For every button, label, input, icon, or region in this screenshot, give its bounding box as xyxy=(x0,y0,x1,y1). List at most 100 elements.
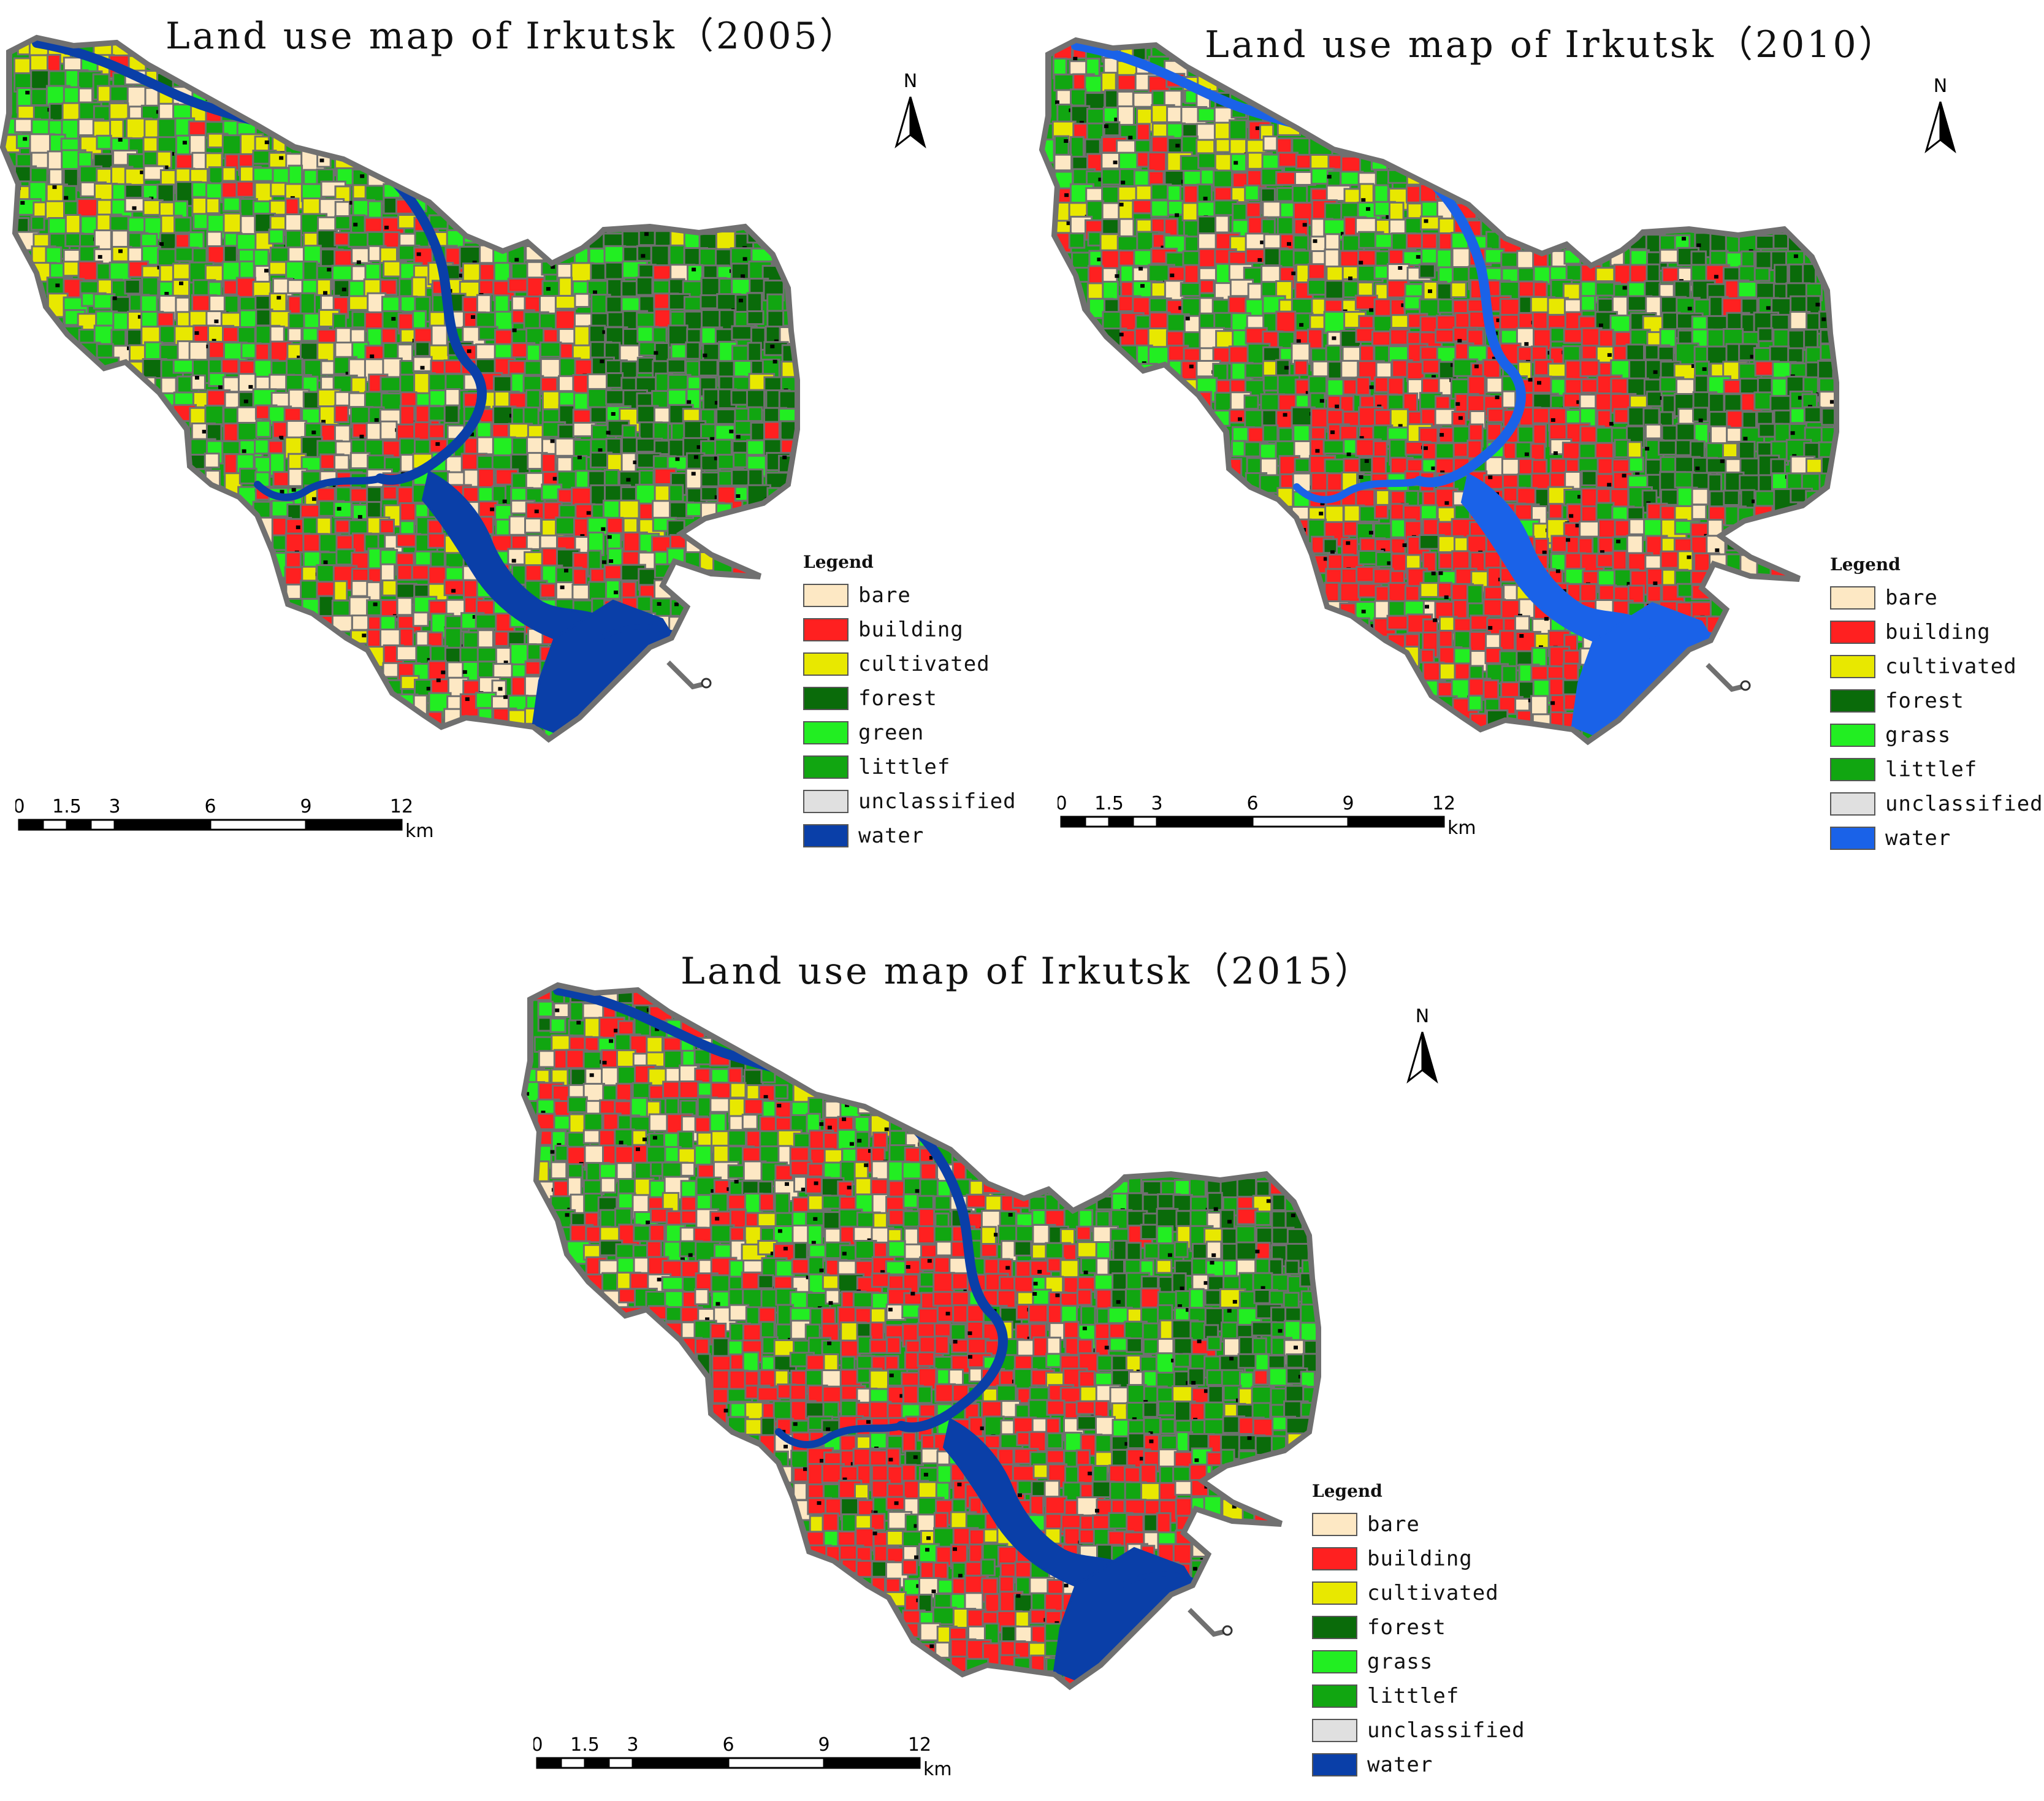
legend-item: bare xyxy=(803,578,1016,613)
legend-label: building xyxy=(858,618,964,642)
scale-segment xyxy=(1084,816,1110,828)
river xyxy=(32,38,487,485)
svg-text:N: N xyxy=(904,71,917,92)
legend-swatch xyxy=(803,652,848,676)
legend-label: bare xyxy=(1367,1512,1420,1537)
scale-segment xyxy=(1108,816,1134,828)
scale-segment xyxy=(113,819,212,831)
legend-item: green xyxy=(803,716,1016,750)
scale-tick-label: 1.5 xyxy=(52,796,82,817)
north-arrow-icon: N xyxy=(1924,75,1956,154)
legend: Legend bare building cultivated forest grass… xyxy=(1312,1481,1525,1782)
legend-label: littlef xyxy=(1885,757,1978,782)
legend-item: bare xyxy=(1312,1507,1525,1542)
legend-swatch xyxy=(1830,689,1875,713)
scale-tick-label: 6 xyxy=(1246,793,1258,814)
legend-swatch xyxy=(1830,724,1875,747)
scale-segment xyxy=(1060,816,1086,828)
scale-tick-label: 1.5 xyxy=(1094,793,1124,814)
land-use-map xyxy=(0,34,800,743)
scale-bar: 0 1.5 3 6 9 12 km xyxy=(15,796,434,842)
scale-tick-label: 9 xyxy=(818,1734,829,1756)
legend-label: littlef xyxy=(858,755,951,779)
map-title: Land use map of Irkutsk（2005） xyxy=(166,15,859,58)
legend-swatch xyxy=(1830,655,1875,678)
scale-tick-label: 0 xyxy=(533,1734,543,1756)
legend-item: unclassified xyxy=(1312,1713,1525,1748)
land-cover-layer xyxy=(524,985,1318,1686)
scale-segment xyxy=(608,1757,634,1769)
legend-label: littlef xyxy=(1367,1684,1460,1708)
legend-swatch xyxy=(1830,586,1875,610)
legend-label: building xyxy=(1367,1547,1473,1571)
legend-title: Legend xyxy=(1830,554,1901,575)
legend-swatch xyxy=(1830,827,1875,850)
legend-item: water xyxy=(803,819,1016,853)
legend-item: littlef xyxy=(803,750,1016,784)
scale-bar: 0 1.5 3 6 9 12 km xyxy=(1058,793,1476,839)
legend-swatch xyxy=(803,790,848,813)
legend-swatch xyxy=(803,584,848,607)
north-arrow-icon: N xyxy=(894,71,926,149)
scale-segment xyxy=(823,1757,921,1769)
scale-tick-label: 12 xyxy=(908,1734,931,1756)
legend-label: bare xyxy=(858,583,911,608)
legend-item: building xyxy=(803,613,1016,647)
north-arrow-icon: N xyxy=(1406,1006,1438,1084)
legend-swatch xyxy=(803,618,848,641)
legend-label: unclassified xyxy=(1367,1718,1525,1743)
land-cover-layer xyxy=(1042,40,1836,741)
legend-item: unclassified xyxy=(803,784,1016,819)
legend-label: cultivated xyxy=(1885,654,2017,679)
legend-label: water xyxy=(1885,826,1951,851)
legend-label: water xyxy=(858,824,925,848)
legend-swatch xyxy=(803,687,848,710)
legend-title: Legend xyxy=(1312,1481,1382,1501)
legend-item: grass xyxy=(1830,718,2043,752)
legend-item: water xyxy=(1312,1748,1525,1782)
legend-item: cultivated xyxy=(803,647,1016,681)
land-cover-layer xyxy=(3,38,797,739)
legend: Legend bare building cultivated forest grass… xyxy=(1830,554,2043,855)
legend-swatch xyxy=(1830,792,1875,816)
scale-segment xyxy=(18,819,44,831)
legend-title: Legend xyxy=(803,552,874,572)
legend-swatch xyxy=(1312,1581,1357,1605)
legend-label: unclassified xyxy=(858,789,1016,814)
legend-item: building xyxy=(1312,1542,1525,1576)
legend-swatch xyxy=(803,721,848,744)
scale-tick-label: 0 xyxy=(1058,793,1067,814)
scale-tick-label: 12 xyxy=(390,796,413,817)
svg-text:N: N xyxy=(1416,1006,1429,1027)
scale-segment xyxy=(1156,816,1254,828)
scale-tick-label: 1.5 xyxy=(570,1734,600,1756)
scale-tick-label: 0 xyxy=(15,796,25,817)
river xyxy=(1071,40,1526,488)
scale-segment xyxy=(631,1757,730,1769)
scale-tick-label: 12 xyxy=(1432,793,1455,814)
map-title: Land use map of Irkutsk（2015） xyxy=(681,950,1374,993)
legend-swatch xyxy=(803,824,848,847)
scale-segment xyxy=(560,1757,586,1769)
legend-item: bare xyxy=(1830,581,2043,615)
scale-segment xyxy=(209,819,307,831)
scale-tick-label: 3 xyxy=(627,1734,638,1756)
legend-label: cultivated xyxy=(1367,1581,1499,1605)
legend: Legend bare building cultivated forest green… xyxy=(803,552,1016,853)
legend-label: green xyxy=(858,721,925,745)
legend-item: building xyxy=(1830,615,2043,649)
legend-label: forest xyxy=(1367,1615,1446,1640)
scale-segment xyxy=(90,819,116,831)
map-title: Land use map of Irkutsk（2010） xyxy=(1205,23,1898,66)
legend-item: unclassified xyxy=(1830,787,2043,821)
scale-tick-label: 9 xyxy=(1342,793,1354,814)
land-use-map xyxy=(521,982,1321,1691)
scale-tick-label: 6 xyxy=(204,796,216,817)
legend-label: cultivated xyxy=(858,652,990,676)
scale-tick-label: 3 xyxy=(1151,793,1162,814)
legend-item: water xyxy=(1830,821,2043,855)
legend-item: cultivated xyxy=(1830,649,2043,684)
scale-segment xyxy=(1251,816,1349,828)
scale-segment xyxy=(727,1757,825,1769)
legend-swatch xyxy=(1830,621,1875,644)
